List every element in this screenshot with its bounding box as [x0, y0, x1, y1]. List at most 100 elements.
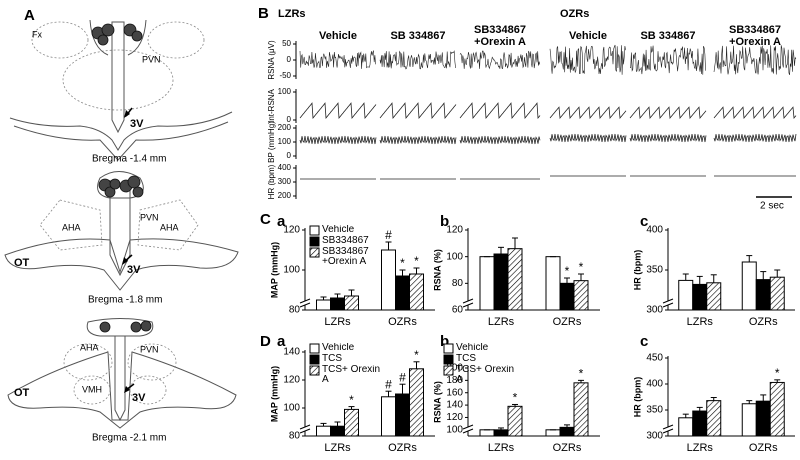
condition-label: SB 334867 [390, 30, 445, 42]
y-tick-label: 200 [446, 363, 463, 374]
trace-tick-label: 100 [278, 87, 292, 96]
region-label: Fx [32, 29, 42, 39]
condition-label: SB334867 [729, 24, 781, 36]
axis-break [662, 424, 674, 430]
axis-break [662, 302, 674, 308]
trace [299, 135, 377, 145]
chart-label: c [640, 213, 648, 230]
axis-break [462, 428, 474, 434]
x-tick-label: OZRs [749, 316, 778, 328]
legend-swatch [309, 354, 320, 365]
group-label: LZRs [278, 8, 306, 20]
y-tick-label: 160 [446, 387, 463, 398]
trace [713, 45, 797, 75]
trace-tick-label: 200 [278, 123, 292, 132]
axis-break [299, 302, 311, 308]
trace [379, 135, 457, 145]
region-label: 3V [127, 264, 141, 276]
bar [344, 295, 359, 311]
trace [459, 50, 541, 70]
bar [344, 408, 359, 437]
trace [629, 133, 707, 143]
trace [459, 102, 541, 120]
chart-label: c [640, 333, 648, 350]
significance-mark: * [414, 254, 419, 268]
region-label: VMH [82, 384, 102, 394]
trace [549, 133, 627, 143]
bar [545, 429, 561, 437]
chart-label: b [440, 333, 449, 350]
y-tick-label: 100 [283, 265, 300, 276]
bar [507, 248, 523, 311]
condition-label: Vehicle [319, 30, 357, 42]
x-tick-label: LZRs [324, 316, 351, 328]
region-label: OT [14, 387, 30, 399]
significance-mark: * [349, 393, 354, 407]
legend-label: Vehicle [322, 343, 355, 353]
legend-swatch [309, 225, 320, 236]
bregma-label: Bregma -1.8 mm [88, 295, 162, 306]
bar [755, 279, 771, 311]
axis-break [299, 428, 311, 434]
trace [459, 135, 541, 145]
legend-item: SB334867 [322, 236, 369, 246]
legend-item: Vehicle [322, 343, 355, 353]
axis-break [664, 301, 672, 305]
y-tick-label: 400 [646, 225, 663, 236]
trace [629, 45, 706, 75]
trace [379, 50, 456, 70]
region-label: AHA [80, 342, 99, 352]
y-axis-label: RSNA (%) [432, 381, 442, 423]
bar [692, 283, 708, 311]
significance-mark: * [579, 260, 584, 274]
legend-label: TCS [456, 354, 476, 364]
legend-item: TCS [456, 354, 476, 364]
trace-tick-label: 0 [287, 115, 292, 124]
bar [678, 279, 694, 311]
bar [545, 256, 561, 311]
y-tick-label: 120 [283, 225, 300, 236]
y-axis-label: MAP (mmHg) [269, 242, 279, 298]
bar [479, 429, 495, 437]
legend-swatch [309, 365, 320, 376]
panel-letter: A [24, 7, 35, 24]
bar [559, 282, 575, 311]
x-tick-label: LZRs [488, 316, 515, 328]
trace-axis-label: Int-RSNA [267, 88, 276, 122]
bar [678, 417, 694, 437]
trace-axis-label: RSNA (μV) [267, 40, 276, 80]
axis-break [462, 302, 474, 308]
trace [379, 102, 457, 120]
bar [409, 273, 424, 311]
x-tick-label: LZRs [324, 442, 351, 454]
axis-break [464, 301, 472, 305]
bar [741, 261, 757, 311]
bar [409, 368, 424, 437]
legend-swatch [309, 236, 320, 247]
brain-section-top: Fx PVN 3V Bregma -1.4 mm [9, 19, 233, 165]
panel-letter: D [260, 333, 271, 350]
y-tick-label: 140 [446, 400, 463, 411]
y-tick-label: 350 [646, 405, 663, 416]
y-tick-label: 100 [446, 251, 463, 262]
brain-section-middle: AHA AHA PVN OT 3V Bregma -1.8 mm [4, 171, 239, 306]
legend-item: SB334867 +Orexin A [322, 247, 369, 267]
y-tick-label: 350 [646, 265, 663, 276]
legend-item: Vehicle [456, 343, 488, 353]
trace [549, 44, 626, 75]
y-tick-label: 120 [446, 225, 463, 236]
trace [549, 106, 627, 119]
trace-tick-label: 300 [278, 177, 292, 186]
x-tick-label: LZRs [687, 442, 714, 454]
brain-section-bottom: AHA PVN OT VMH 3V Bregma -2.1 mm [7, 318, 237, 444]
axis-break [664, 427, 672, 431]
axis-break [462, 424, 474, 430]
region-label: PVN [142, 54, 161, 64]
legend-item: TCS+ Orexin A [456, 365, 515, 385]
trace [299, 49, 376, 69]
y-tick-label: 180 [446, 375, 463, 386]
legend-swatch [443, 343, 454, 354]
legend-label: TCS+ Orexin A [456, 365, 515, 385]
y-tick-label: 80 [289, 305, 301, 316]
significance-mark: * [400, 256, 405, 270]
